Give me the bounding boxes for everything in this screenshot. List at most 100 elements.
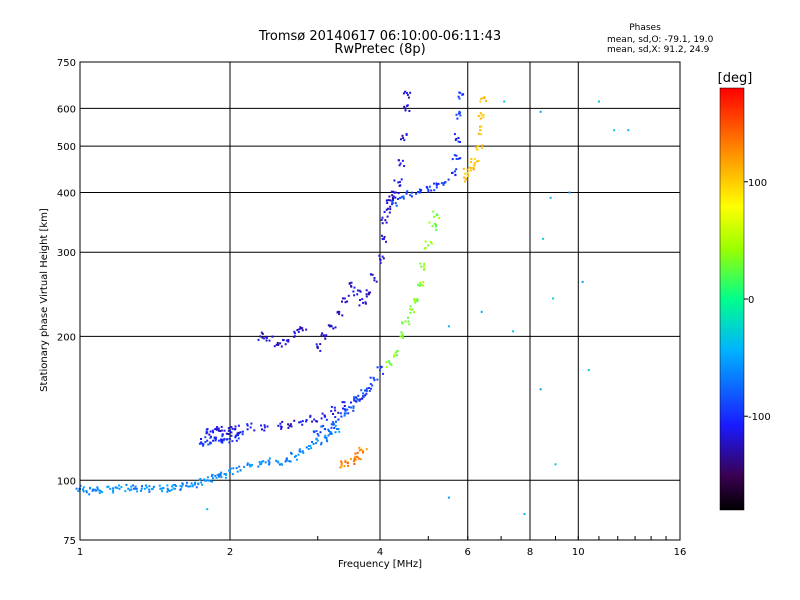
data-point	[268, 339, 271, 342]
data-point	[401, 195, 404, 198]
data-point	[328, 432, 331, 435]
data-point	[358, 449, 361, 452]
data-point	[373, 277, 376, 279]
data-point	[466, 168, 469, 171]
data-point	[400, 138, 402, 141]
data-point	[407, 96, 410, 99]
data-point	[339, 412, 342, 415]
data-point	[189, 485, 192, 488]
data-point	[387, 360, 390, 363]
stats-header: Phases	[629, 23, 661, 33]
data-point	[223, 473, 226, 476]
y-tick-label: 750	[57, 58, 76, 69]
data-point	[359, 398, 362, 401]
data-point	[429, 240, 432, 243]
data-point	[282, 339, 284, 341]
data-point	[228, 469, 230, 472]
data-point	[320, 441, 323, 444]
data-point	[263, 429, 266, 432]
data-point	[379, 259, 382, 262]
data-point	[221, 441, 224, 444]
data-point	[85, 491, 88, 494]
data-point	[234, 436, 237, 439]
data-point	[221, 438, 224, 441]
data-point	[204, 441, 207, 443]
data-point	[132, 487, 135, 490]
data-point	[202, 444, 205, 447]
data-point	[221, 433, 224, 436]
data-point	[403, 105, 406, 108]
data-point	[219, 473, 222, 475]
data-point	[397, 192, 400, 195]
data-point	[326, 440, 329, 443]
data-point	[260, 460, 263, 463]
data-point	[396, 354, 398, 357]
data-point	[143, 487, 146, 490]
data-point	[232, 467, 235, 470]
data-point	[140, 489, 142, 492]
data-point	[457, 95, 460, 98]
data-point	[356, 289, 359, 292]
data-point	[316, 439, 319, 442]
data-point	[125, 483, 128, 486]
data-point	[260, 424, 262, 427]
data-point	[296, 329, 299, 331]
data-point	[346, 300, 349, 303]
data-point	[246, 423, 249, 426]
data-point	[301, 423, 304, 426]
data-point	[109, 487, 112, 490]
data-point	[89, 487, 91, 490]
data-point	[287, 340, 290, 343]
data-point	[212, 477, 215, 480]
data-point	[287, 339, 290, 341]
data-point	[290, 451, 292, 454]
data-point	[329, 431, 332, 433]
colorbar-tick-label: 0	[748, 295, 754, 306]
data-point	[293, 455, 296, 458]
data-point	[405, 192, 408, 195]
data-point	[305, 420, 308, 423]
data-point	[341, 401, 344, 404]
data-point	[239, 469, 242, 472]
data-point	[127, 487, 130, 490]
data-point	[235, 439, 238, 442]
data-point	[298, 328, 301, 331]
data-point	[472, 168, 475, 171]
data-point	[458, 97, 461, 100]
data-point	[353, 399, 356, 402]
data-point	[587, 369, 590, 372]
data-point	[236, 432, 239, 435]
data-point	[201, 483, 204, 486]
data-point	[354, 452, 357, 455]
data-point	[340, 415, 343, 418]
data-point	[379, 366, 382, 369]
x-axis-ticks: 1 2 4 6 8 10 16	[77, 536, 686, 558]
data-point	[348, 282, 351, 285]
data-point	[98, 492, 101, 494]
data-point	[237, 437, 240, 440]
data-point	[229, 471, 231, 474]
data-point	[415, 298, 418, 301]
data-point	[361, 298, 364, 301]
data-point	[187, 485, 190, 488]
data-point	[265, 336, 268, 339]
data-point	[134, 487, 136, 490]
data-point	[180, 485, 183, 488]
data-point	[237, 431, 240, 434]
data-point	[381, 238, 384, 241]
data-point	[396, 350, 399, 353]
data-point	[130, 488, 133, 491]
data-point	[227, 433, 230, 435]
data-point	[353, 286, 356, 289]
data-point	[276, 342, 279, 344]
data-point	[320, 417, 323, 420]
data-point	[480, 147, 483, 150]
data-point	[172, 487, 175, 490]
y-axis-label: Stationary phase Virtual Height [km]	[39, 208, 50, 392]
data-point	[220, 440, 223, 443]
data-point	[308, 445, 310, 447]
data-point	[539, 110, 542, 113]
data-point	[268, 457, 271, 460]
data-point	[264, 461, 267, 464]
data-point	[338, 430, 341, 433]
